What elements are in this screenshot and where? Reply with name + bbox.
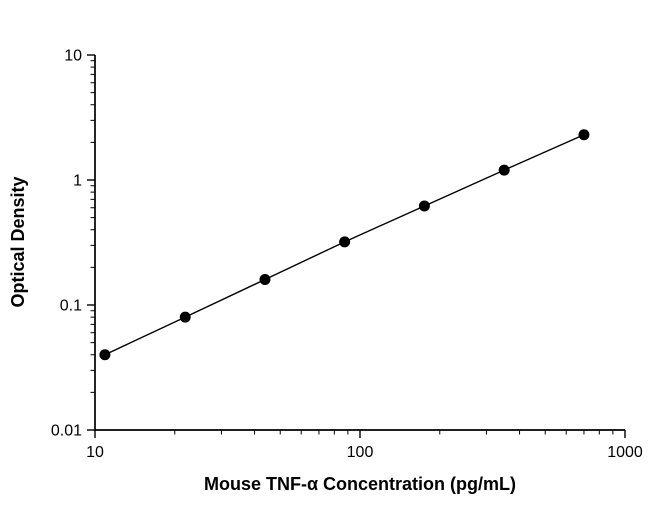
y-tick-label: 1 bbox=[73, 173, 82, 190]
data-point bbox=[339, 236, 351, 248]
data-point bbox=[179, 311, 191, 323]
data-point bbox=[578, 129, 590, 141]
x-tick-label: 10 bbox=[86, 444, 104, 461]
y-tick-label: 10 bbox=[64, 48, 82, 65]
data-point bbox=[99, 349, 111, 361]
plot-area: 10 100 1000 0.01 0.1 1 10 bbox=[51, 48, 643, 462]
y-tick-label: 0.1 bbox=[60, 298, 82, 315]
data-point bbox=[498, 164, 510, 176]
y-axis-label: Optical Density bbox=[8, 176, 28, 307]
x-axis-label: Mouse TNF-α Concentration (pg/mL) bbox=[204, 474, 516, 494]
axis-lines bbox=[94, 55, 625, 431]
data-point bbox=[259, 273, 271, 285]
x-tick-label: 100 bbox=[347, 444, 374, 461]
x-tick-label: 1000 bbox=[607, 444, 643, 461]
y-tick-label: 0.01 bbox=[51, 423, 82, 440]
data-point bbox=[418, 200, 430, 212]
